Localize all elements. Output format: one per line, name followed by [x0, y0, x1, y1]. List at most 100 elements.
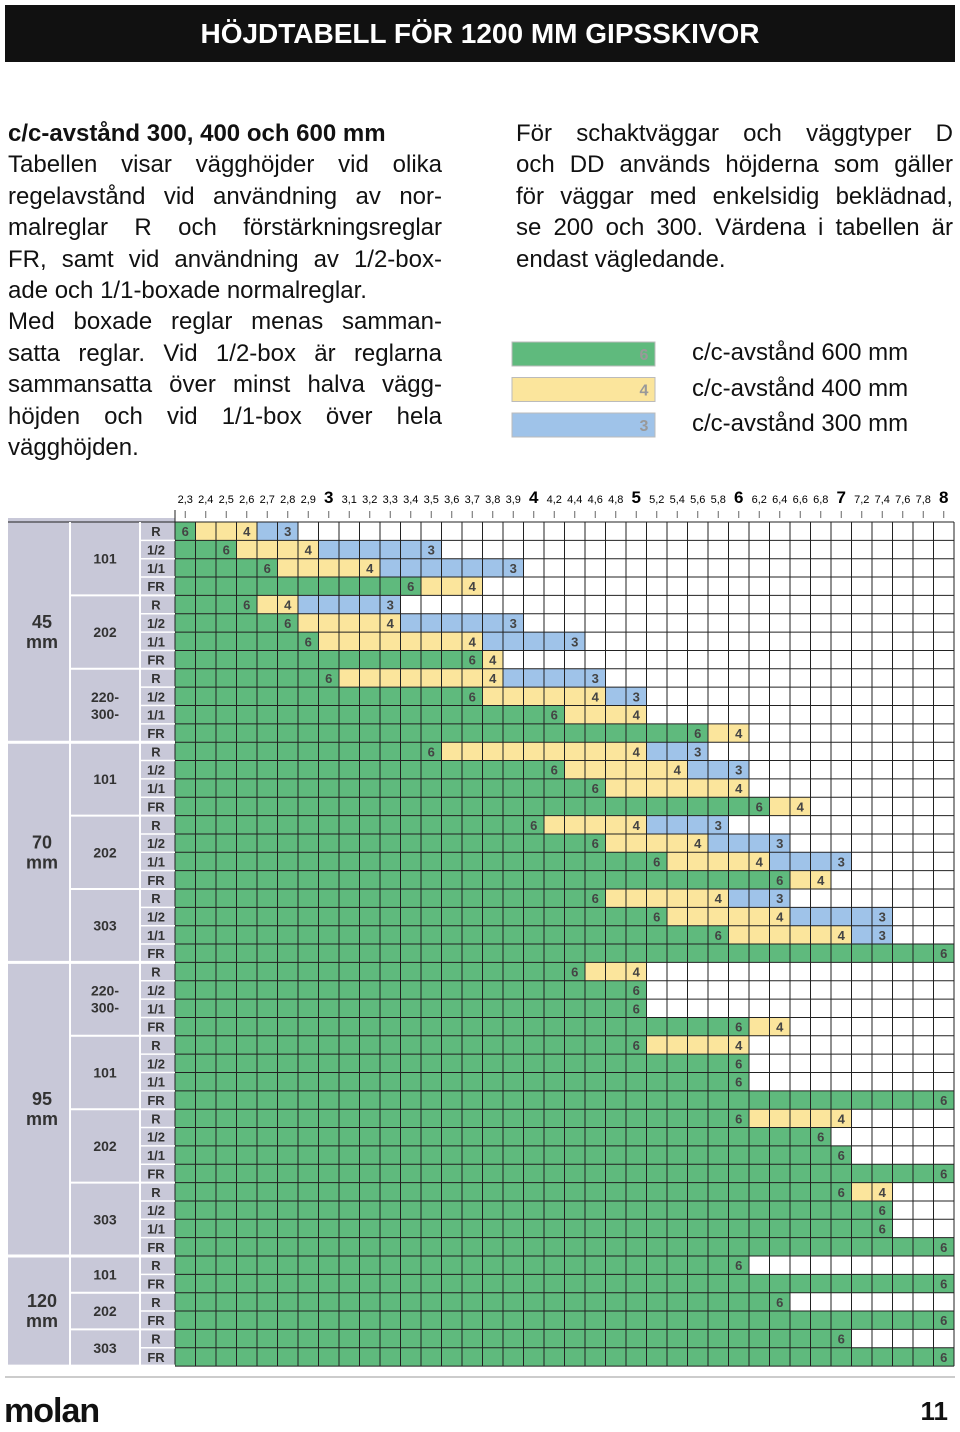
height-segment [175, 1329, 852, 1348]
height-segment [380, 558, 524, 578]
segment-mark: 4 [674, 763, 682, 778]
group-label: 101 [93, 1266, 117, 1282]
column-label: 3,7 [465, 494, 480, 506]
segment-mark: 6 [940, 1166, 947, 1181]
row-type: FR [147, 1277, 165, 1292]
row-type: 1/1 [147, 634, 165, 649]
segment-mark: 3 [735, 763, 742, 778]
height-segment [298, 595, 401, 614]
height-segment [175, 999, 647, 1018]
height-segment [175, 540, 237, 559]
row-type: FR [147, 873, 165, 888]
row-type: R [151, 1185, 161, 1200]
group-label: 300- [91, 1000, 119, 1016]
column-label: 2,9 [301, 494, 316, 506]
height-segment [175, 705, 565, 724]
row-type: 1/1 [147, 781, 165, 796]
segment-mark: 6 [817, 1130, 824, 1145]
row-type: 1/1 [147, 854, 165, 869]
segment-mark: 4 [387, 616, 395, 631]
column-label: 3,1 [342, 494, 357, 506]
column-label: 6,6 [793, 494, 808, 506]
column-label: 3,9 [506, 494, 521, 506]
segment-mark: 4 [879, 1185, 887, 1200]
height-segment [175, 522, 196, 541]
segment-mark: 6 [735, 1020, 742, 1035]
height-segment [728, 889, 790, 908]
segment-mark: 6 [284, 616, 291, 631]
segment-mark: 6 [407, 579, 414, 594]
brand: molan [4, 1392, 100, 1430]
segment-mark: 4 [817, 873, 825, 888]
column-label: 3,8 [485, 494, 500, 506]
segment-mark: 4 [366, 561, 374, 576]
height-segment [175, 833, 606, 853]
text-line: För schaktväggar och väggtyper D [516, 120, 953, 147]
column-label: 4,6 [588, 494, 603, 506]
row-type: R [151, 671, 161, 686]
height-segment [175, 797, 770, 816]
row-type: R [151, 524, 161, 539]
segment-mark: 4 [838, 928, 846, 943]
height-segment [195, 522, 257, 541]
segment-mark: 6 [325, 671, 332, 686]
row-type: 1/2 [147, 616, 165, 631]
segment-mark: 6 [940, 1313, 947, 1328]
group-label: 303 [93, 1211, 117, 1227]
row-type: R [151, 1038, 161, 1053]
group-label: 202 [93, 1303, 117, 1319]
segment-mark: 6 [633, 1001, 640, 1016]
segment-mark: 4 [633, 965, 641, 980]
height-segment [175, 1182, 852, 1201]
text-line: Tabellen visar vägghöjder vid olika [8, 151, 442, 179]
row-type: 1/2 [147, 910, 165, 925]
column-label: 2,7 [260, 494, 275, 506]
segment-mark: 6 [735, 1111, 742, 1126]
row-type: FR [147, 1240, 165, 1255]
segment-mark: 6 [653, 910, 660, 925]
row-type: FR [147, 799, 165, 814]
row-type: R [151, 1111, 161, 1126]
text-line: satta reglar. Vid 1/2-box är reglarna [8, 339, 442, 367]
segment-mark: 6 [756, 799, 763, 814]
segment-mark: 6 [838, 1332, 845, 1347]
segment-mark: 4 [776, 910, 784, 925]
height-segment [544, 815, 647, 834]
legend-mark: 6 [640, 347, 649, 364]
text-line: för väggar med enkelsidig beklädnad, [516, 182, 953, 210]
height-segment [277, 558, 380, 578]
column-label: 5,6 [690, 494, 705, 506]
segment-mark: 6 [551, 708, 558, 723]
legend-mark: 4 [640, 383, 649, 400]
segment-mark: 6 [469, 653, 476, 668]
height-segment [646, 742, 708, 761]
height-segment [667, 852, 770, 871]
row-type: 1/2 [147, 763, 165, 778]
segment-mark: 4 [469, 579, 477, 594]
text-line: höjden och vid 1/1-box över hela [8, 402, 442, 430]
height-segment [749, 1109, 852, 1128]
text-line: vägghöjden. [8, 434, 139, 462]
column-label: 7 [837, 488, 846, 507]
section-label: 45 [32, 612, 52, 632]
segment-mark: 4 [797, 799, 805, 814]
segment-mark: 6 [551, 763, 558, 778]
group-label: 220- [91, 983, 119, 999]
text-line: FR, samt vid användning av 1/2-box- [8, 245, 442, 273]
segment-mark: 6 [633, 983, 640, 998]
legend-label: c/c-avstånd 400 mm [692, 374, 909, 402]
section-label: 120 [27, 1291, 57, 1311]
segment-mark: 4 [633, 744, 641, 759]
row-type: FR [147, 1020, 165, 1035]
text-line: malreglar R och förstärkningsreglar [8, 214, 442, 242]
segment-mark: 6 [592, 891, 599, 906]
group-label: 303 [93, 1340, 117, 1356]
segment-mark: 3 [633, 689, 640, 704]
column-label: 4 [529, 488, 539, 507]
group-label: 101 [93, 1065, 117, 1081]
row-type: R [151, 598, 161, 613]
height-segment [298, 613, 401, 633]
section-label: mm [26, 632, 58, 652]
segment-mark: 3 [428, 543, 435, 558]
segment-mark: 3 [592, 671, 599, 686]
